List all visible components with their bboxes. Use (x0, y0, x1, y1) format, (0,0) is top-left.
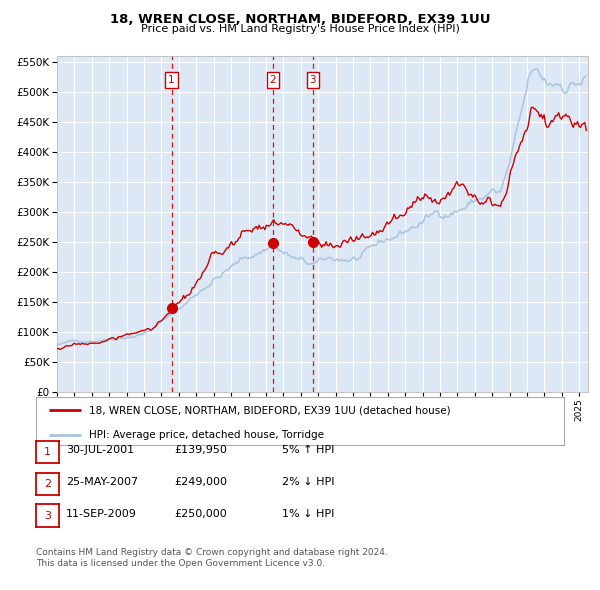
Text: Price paid vs. HM Land Registry's House Price Index (HPI): Price paid vs. HM Land Registry's House … (140, 24, 460, 34)
Text: 30-JUL-2001: 30-JUL-2001 (66, 445, 134, 455)
Text: 3: 3 (310, 74, 316, 84)
Text: 1: 1 (168, 74, 175, 84)
Text: £139,950: £139,950 (174, 445, 227, 455)
Text: This data is licensed under the Open Government Licence v3.0.: This data is licensed under the Open Gov… (36, 559, 325, 568)
Text: 2: 2 (44, 479, 51, 489)
Text: 2: 2 (269, 74, 276, 84)
Text: 1% ↓ HPI: 1% ↓ HPI (282, 509, 334, 519)
Text: 11-SEP-2009: 11-SEP-2009 (66, 509, 137, 519)
Text: 25-MAY-2007: 25-MAY-2007 (66, 477, 138, 487)
Text: 18, WREN CLOSE, NORTHAM, BIDEFORD, EX39 1UU: 18, WREN CLOSE, NORTHAM, BIDEFORD, EX39 … (110, 13, 490, 26)
Text: 5% ↑ HPI: 5% ↑ HPI (282, 445, 334, 455)
Text: HPI: Average price, detached house, Torridge: HPI: Average price, detached house, Torr… (89, 430, 324, 440)
Text: £250,000: £250,000 (174, 509, 227, 519)
Text: £249,000: £249,000 (174, 477, 227, 487)
Text: 1: 1 (44, 447, 51, 457)
Text: 2% ↓ HPI: 2% ↓ HPI (282, 477, 335, 487)
Text: 3: 3 (44, 511, 51, 520)
Text: 18, WREN CLOSE, NORTHAM, BIDEFORD, EX39 1UU (detached house): 18, WREN CLOSE, NORTHAM, BIDEFORD, EX39 … (89, 405, 451, 415)
Text: Contains HM Land Registry data © Crown copyright and database right 2024.: Contains HM Land Registry data © Crown c… (36, 548, 388, 557)
